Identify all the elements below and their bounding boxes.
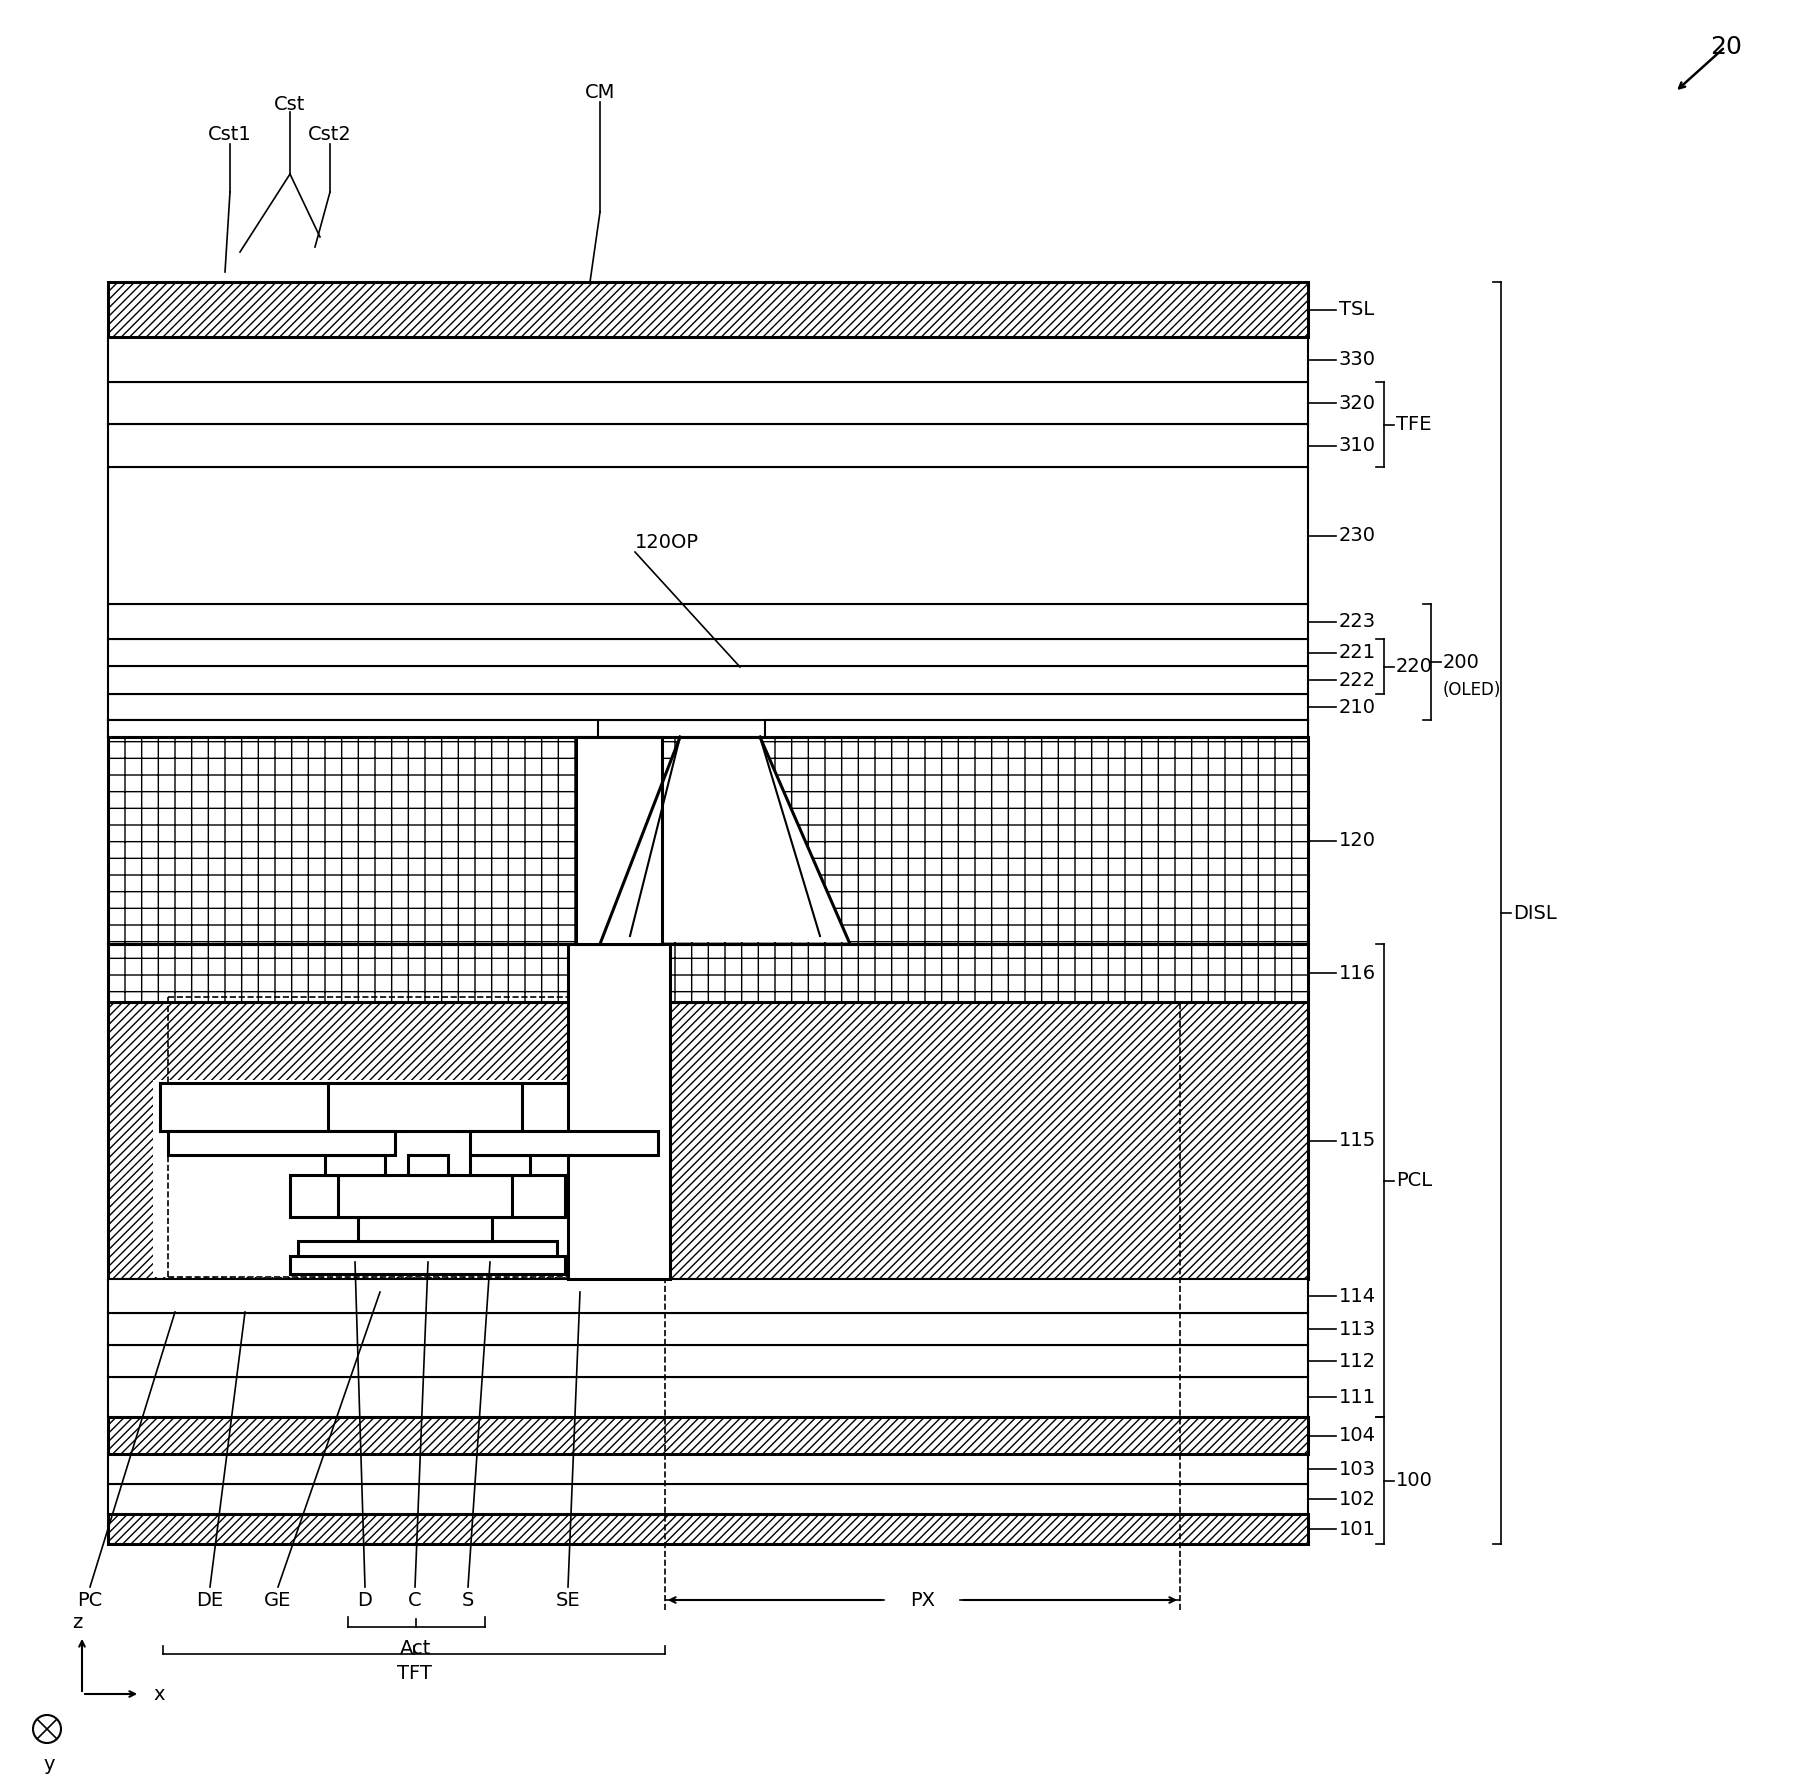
Text: 20: 20 — [1709, 36, 1741, 59]
Text: 114: 114 — [1339, 1287, 1375, 1306]
Text: 221: 221 — [1339, 643, 1375, 661]
Bar — [109, 1484, 1308, 1514]
Bar — [169, 1131, 395, 1156]
Bar — [463, 1082, 666, 1131]
Text: 310: 310 — [1339, 435, 1375, 455]
Text: Act: Act — [401, 1640, 432, 1658]
Text: Cst: Cst — [274, 95, 305, 113]
Bar — [109, 640, 1308, 667]
Text: 115: 115 — [1339, 1131, 1375, 1150]
Text: 230: 230 — [1339, 527, 1375, 545]
Bar — [109, 694, 1308, 720]
Bar — [337, 1176, 512, 1217]
Text: GE: GE — [265, 1591, 292, 1609]
Bar — [109, 1002, 1308, 1279]
Text: TFT: TFT — [395, 1665, 432, 1683]
Bar — [497, 1176, 564, 1217]
Text: D: D — [357, 1591, 372, 1609]
Text: 320: 320 — [1339, 394, 1375, 412]
Text: PX: PX — [909, 1591, 934, 1609]
Bar — [109, 720, 1308, 737]
Text: Cst1: Cst1 — [209, 124, 252, 143]
Text: 200: 200 — [1442, 652, 1478, 672]
Bar — [109, 1346, 1308, 1376]
Text: 120OP: 120OP — [635, 532, 698, 552]
Bar — [297, 1242, 557, 1256]
Bar — [109, 468, 1308, 604]
Bar — [470, 1156, 530, 1176]
Text: 100: 100 — [1395, 1471, 1431, 1489]
Bar — [357, 1217, 492, 1242]
Text: 330: 330 — [1339, 349, 1375, 369]
Text: CM: CM — [584, 82, 615, 102]
Text: DE: DE — [196, 1591, 223, 1609]
Bar — [109, 720, 597, 737]
Bar — [152, 1081, 669, 1278]
Bar — [109, 382, 1308, 425]
Text: 111: 111 — [1339, 1387, 1375, 1407]
Bar — [764, 720, 1308, 737]
Text: 103: 103 — [1339, 1459, 1375, 1478]
Text: 101: 101 — [1339, 1520, 1375, 1539]
Bar — [109, 1376, 1308, 1417]
Text: 210: 210 — [1339, 697, 1375, 717]
Bar — [109, 1514, 1308, 1545]
Bar — [325, 1156, 385, 1176]
Bar — [109, 667, 1308, 694]
Text: 104: 104 — [1339, 1426, 1375, 1444]
Polygon shape — [600, 738, 849, 943]
Bar — [109, 425, 1308, 468]
Bar — [575, 737, 662, 944]
Text: 113: 113 — [1339, 1319, 1375, 1339]
Bar — [109, 1314, 1308, 1346]
Bar — [290, 1256, 564, 1274]
Bar — [109, 337, 1308, 382]
Bar — [109, 1279, 1308, 1314]
Text: S: S — [461, 1591, 473, 1609]
Text: Cst2: Cst2 — [308, 124, 352, 143]
Bar — [109, 281, 1308, 337]
Text: 120: 120 — [1339, 831, 1375, 849]
Text: TSL: TSL — [1339, 299, 1373, 319]
Text: 102: 102 — [1339, 1489, 1375, 1509]
Bar — [470, 1131, 658, 1156]
Bar — [160, 1082, 403, 1131]
Bar — [109, 944, 1308, 1002]
Bar — [109, 604, 1308, 640]
Text: TFE: TFE — [1395, 416, 1431, 434]
Text: SE: SE — [555, 1591, 580, 1609]
Text: 222: 222 — [1339, 670, 1375, 690]
Bar — [109, 737, 1308, 944]
Text: DISL: DISL — [1513, 903, 1556, 923]
Bar — [408, 1156, 448, 1176]
Text: 220: 220 — [1395, 658, 1433, 676]
Bar — [290, 1176, 357, 1217]
Bar — [109, 1453, 1308, 1484]
Bar — [109, 1417, 1308, 1453]
Text: C: C — [408, 1591, 421, 1609]
Text: z: z — [73, 1613, 82, 1631]
Text: x: x — [152, 1684, 165, 1704]
Text: 116: 116 — [1339, 964, 1375, 982]
Bar — [568, 944, 669, 1279]
Text: y: y — [44, 1754, 54, 1774]
Bar — [328, 1082, 522, 1131]
Text: (OLED): (OLED) — [1442, 681, 1500, 699]
Text: 223: 223 — [1339, 613, 1375, 631]
Text: 112: 112 — [1339, 1351, 1375, 1371]
Text: PC: PC — [78, 1591, 103, 1609]
Text: PCL: PCL — [1395, 1170, 1431, 1190]
